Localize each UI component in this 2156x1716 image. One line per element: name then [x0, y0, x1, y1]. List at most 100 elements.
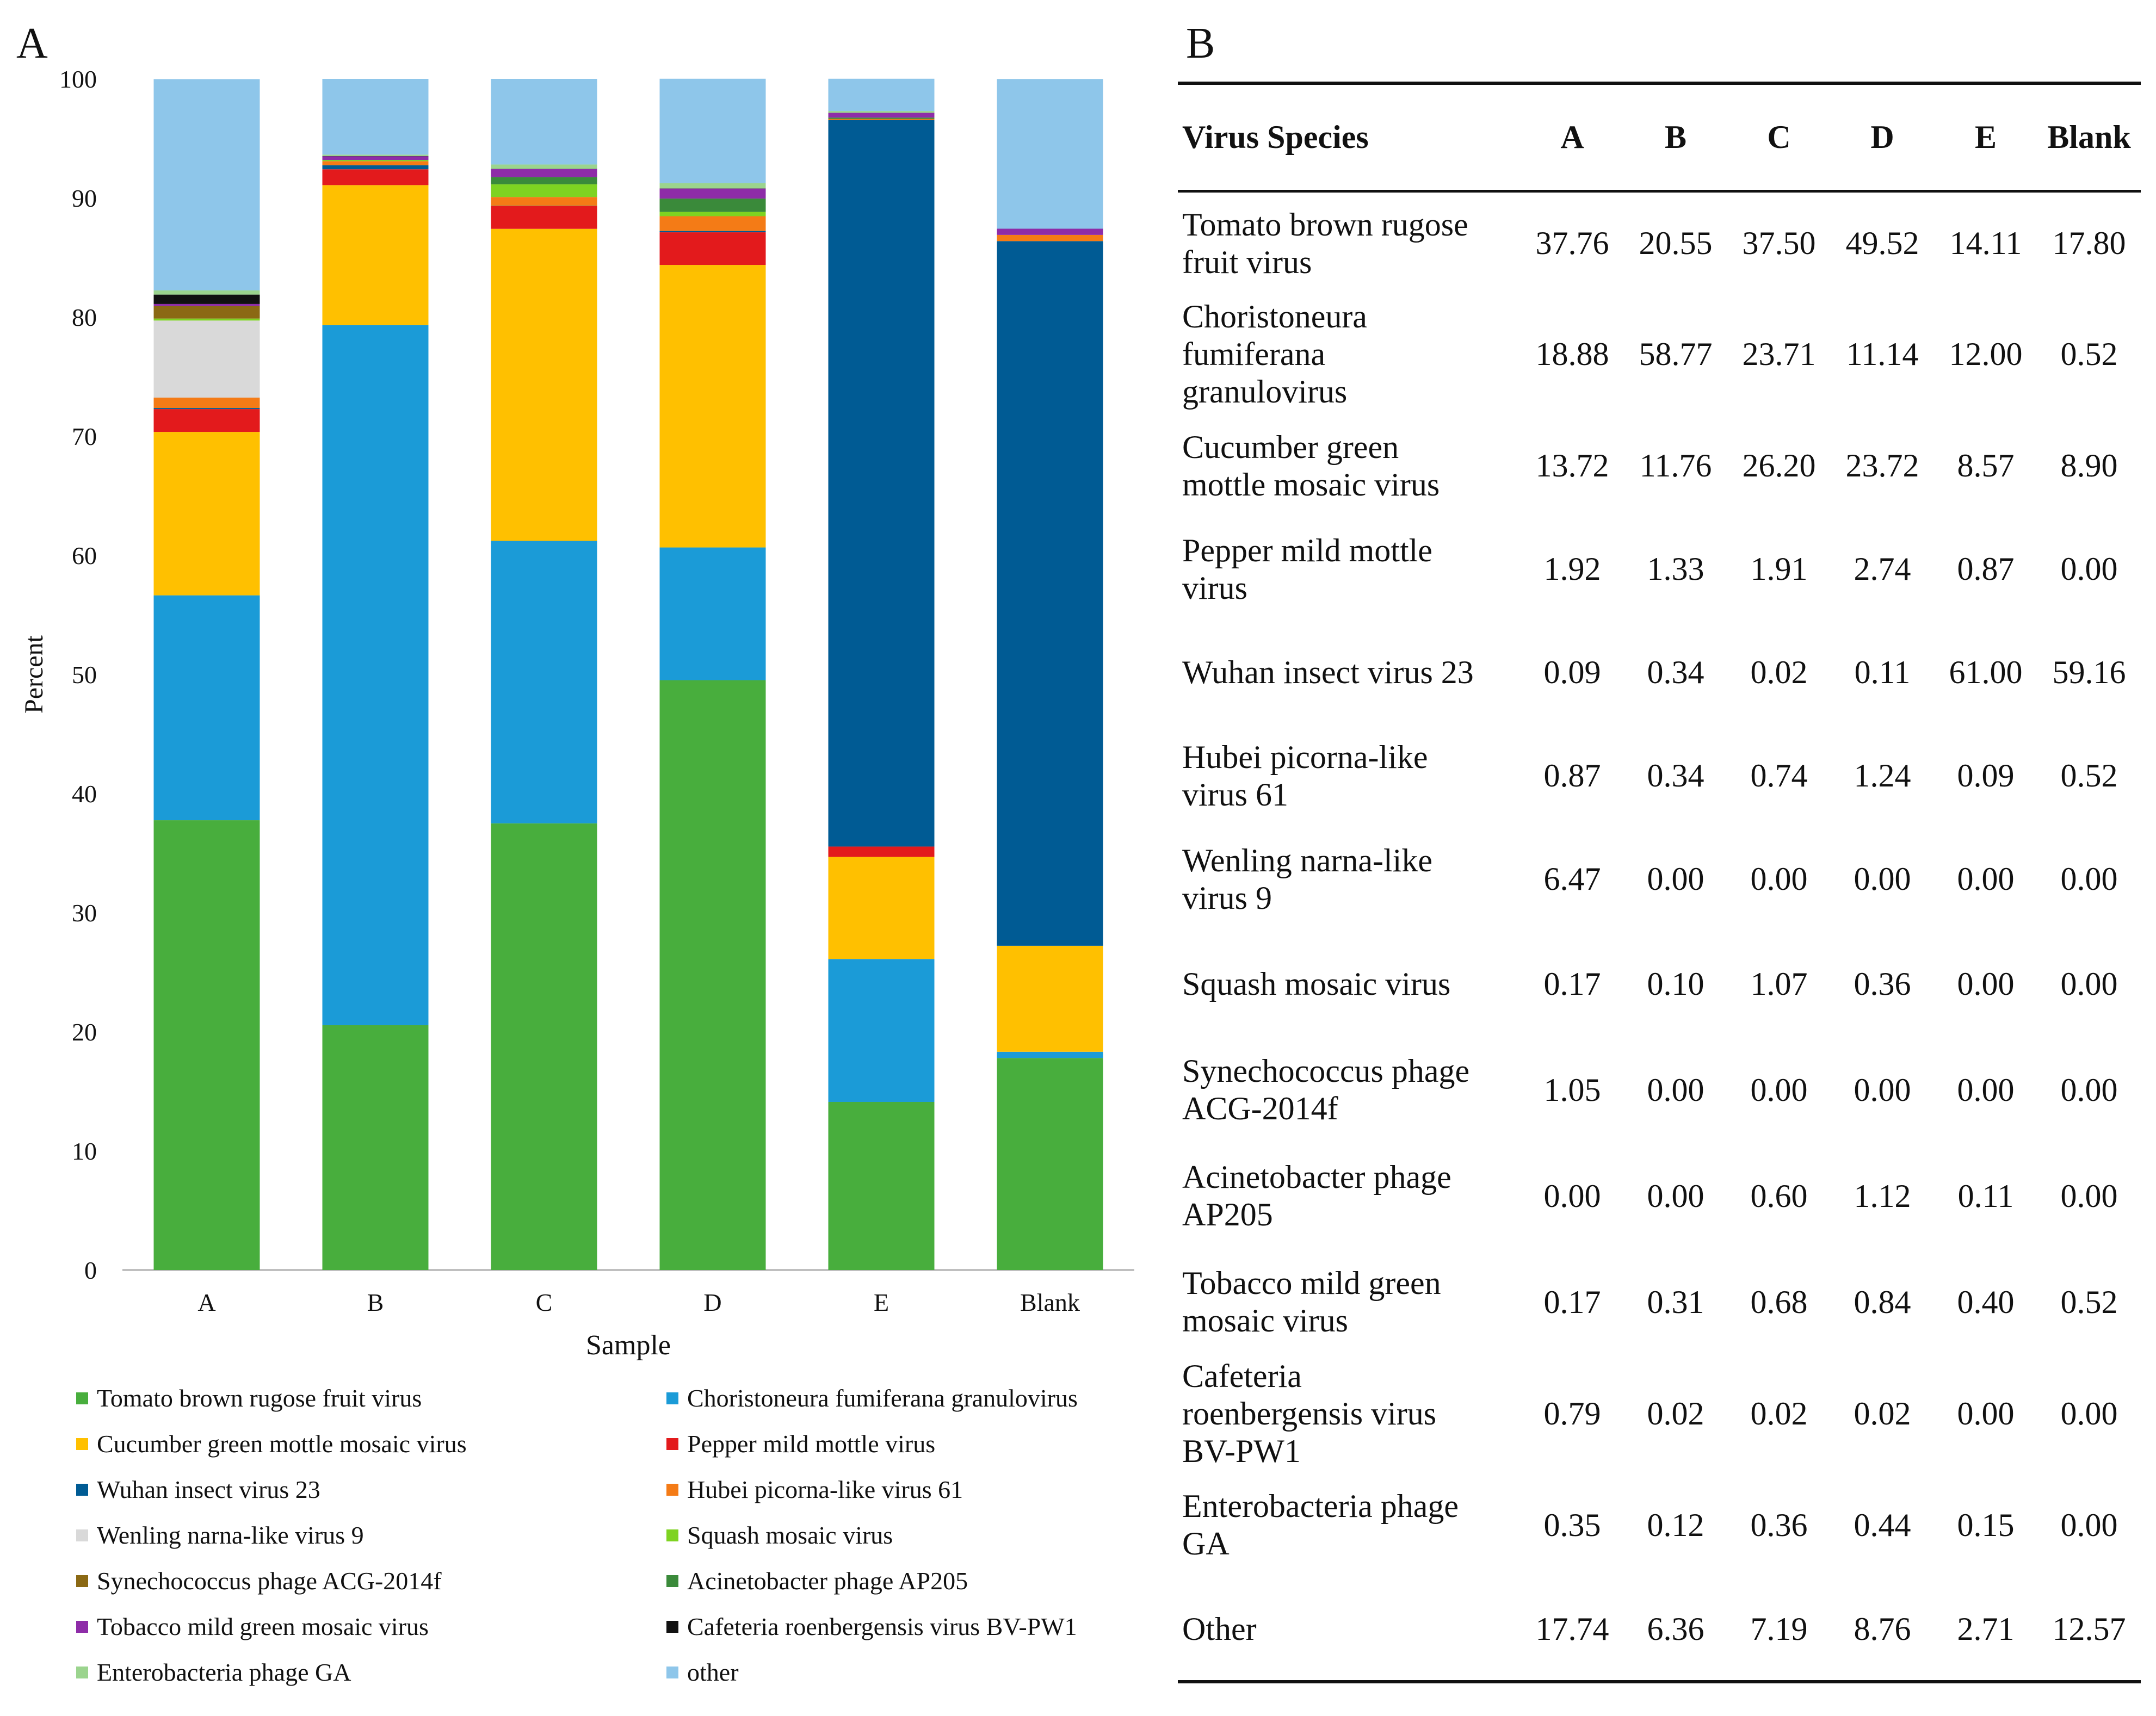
- table-row: Hubei picorna-like virus 61 0.87 0.34 0.74 1…: [1178, 724, 2141, 828]
- table-cell-species: Other: [1182, 1610, 1257, 1647]
- y-tick-label: 80: [72, 303, 97, 331]
- bar-segment: [153, 409, 260, 432]
- table-cell-value: 0.00: [2060, 861, 2118, 897]
- table-cell-value: 0.00: [1543, 1178, 1601, 1214]
- y-axis-label: Percent: [20, 635, 48, 714]
- table-header-sample: E: [1934, 83, 2037, 193]
- y-tick-label: 50: [72, 661, 97, 689]
- table-cell-value: 0.00: [1854, 861, 1911, 897]
- table-cell-value: 0.36: [1854, 965, 1911, 1002]
- table-cell-species: Cucumber green mottle mosaic virus: [1182, 429, 1440, 503]
- bar-segment: [153, 820, 260, 1270]
- y-tick-label: 30: [72, 899, 97, 927]
- y-tick-label: 0: [84, 1256, 97, 1284]
- bar-segment: [322, 185, 429, 325]
- table-cell-value: 1.92: [1543, 551, 1601, 587]
- table-cell-value: 0.17: [1543, 965, 1601, 1002]
- table-cell-value: 8.76: [1854, 1610, 1911, 1647]
- bar-segment: [828, 857, 935, 959]
- bar-segment: [491, 206, 597, 229]
- bar-segment: [322, 156, 429, 160]
- table-cell-value: 61.00: [1949, 654, 2023, 690]
- bar-segment: [491, 79, 597, 165]
- table-row: Wenling narna-like virus 9 6.47 0.00 0.00 0.…: [1178, 828, 2141, 931]
- bar-segment: [828, 846, 935, 857]
- table-cell-value: 23.71: [1742, 336, 1816, 372]
- table-cell-value: 0.00: [2060, 551, 2118, 587]
- bar-segment: [153, 595, 260, 821]
- panel-a-label: A: [16, 20, 48, 67]
- bar-segment: [153, 306, 260, 319]
- bar-segment: [153, 320, 260, 398]
- bar-segment: [828, 959, 935, 1102]
- table-cell-species: Wenling narna-like virus 9: [1182, 842, 1432, 916]
- legend-swatch: [666, 1438, 678, 1450]
- bar-segment: [153, 408, 260, 410]
- bar-segment: [659, 199, 766, 212]
- table-cell-value: 2.74: [1854, 551, 1911, 587]
- legend-label: Cucumber green mottle mosaic virus: [97, 1430, 467, 1458]
- legend-swatch: [666, 1621, 678, 1633]
- legend-label: other: [687, 1658, 739, 1686]
- table-cell-value: 14.11: [1949, 225, 2022, 262]
- table-cell-value: 0.84: [1854, 1284, 1911, 1320]
- table-cell-value: 26.20: [1742, 448, 1816, 484]
- bar-segment: [659, 188, 766, 199]
- table-cell-value: 1.91: [1750, 551, 1808, 587]
- table-cell-value: 58.77: [1639, 336, 1713, 372]
- legend-label: Cafeteria roenbergensis virus BV-PW1: [687, 1613, 1077, 1640]
- table-cell-value: 1.12: [1854, 1178, 1911, 1214]
- table-cell-species: Synechococcus phage ACG-2014f: [1182, 1053, 1470, 1126]
- x-axis-label: Sample: [586, 1330, 671, 1361]
- table-row: Tomato brown rugose fruit virus 37.76 20.5…: [1178, 191, 2141, 295]
- bar-segment: [997, 234, 1103, 241]
- table-row: Squash mosaic virus 0.17 0.10 1.07 0.36 0.00 0…: [1178, 931, 2141, 1037]
- table-cell-value: 0.00: [1647, 1071, 1704, 1108]
- table-cell-value: 0.36: [1750, 1507, 1808, 1543]
- table-cell-value: 0.52: [2060, 758, 2118, 794]
- table-cell-value: 8.90: [2060, 448, 2118, 484]
- bar-segment: [828, 119, 935, 120]
- bar-segment: [828, 117, 935, 119]
- legend-label: Tobacco mild green mosaic virus: [97, 1613, 429, 1640]
- table-row: Tobacco mild green mosaic virus 0.17 0.31 0…: [1178, 1249, 2141, 1355]
- bar-segment: [322, 1025, 429, 1270]
- table-cell-value: 0.40: [1957, 1284, 2015, 1320]
- x-tick-label: A: [197, 1288, 215, 1316]
- bar-segment: [659, 216, 766, 231]
- bar-segment: [659, 680, 766, 1270]
- legend-label: Tomato brown rugose fruit virus: [97, 1384, 422, 1412]
- bar-segment: [828, 1101, 935, 1270]
- table-cell-value: 0.15: [1957, 1507, 2015, 1543]
- table-cell-value: 0.35: [1543, 1507, 1601, 1543]
- table-cell-species: Acinetobacter phage AP205: [1182, 1159, 1451, 1232]
- bar-segment: [997, 945, 1103, 1052]
- table-row: Cafeteria roenbergensis virus BV-PW1 0.79…: [1178, 1355, 2141, 1472]
- table-row: Other 17.74 6.36 7.19 8.76 2.71 12.57: [1178, 1578, 2141, 1682]
- legend-swatch: [666, 1392, 678, 1404]
- table-cell-value: 0.00: [1957, 861, 2015, 897]
- legend-label: Hubei picorna-like virus 61: [687, 1476, 963, 1503]
- bar-segment: [659, 78, 766, 183]
- legend-swatch: [76, 1392, 88, 1404]
- table-cell-value: 0.00: [1854, 1071, 1911, 1108]
- table-header-sample: B: [1624, 83, 1727, 193]
- table-cell-species: Tomato brown rugose fruit virus: [1182, 206, 1468, 280]
- legend-swatch: [76, 1575, 88, 1587]
- x-tick-label: E: [874, 1288, 889, 1316]
- bar-segment: [322, 165, 429, 170]
- bar-segment: [491, 164, 597, 169]
- table-cell-value: 1.33: [1647, 551, 1704, 587]
- bar-segment: [659, 231, 766, 233]
- table-cell-value: 0.44: [1854, 1507, 1911, 1543]
- chart-legend: Tomato brown rugose fruit virus Choriston…: [76, 1384, 1078, 1686]
- table-cell-value: 0.34: [1647, 758, 1704, 794]
- legend-swatch: [76, 1438, 88, 1450]
- legend-swatch: [666, 1529, 678, 1541]
- table-row: Pepper mild mottle virus 1.92 1.33 1.91 2.74…: [1178, 518, 2141, 621]
- bar-segment: [997, 241, 1103, 946]
- table-cell-value: 0.34: [1647, 654, 1704, 690]
- legend-swatch: [76, 1484, 88, 1496]
- table-cell-species: Enterobacteria phage GA: [1182, 1488, 1459, 1562]
- table-row: Synechococcus phage ACG-2014f 1.05 0.00 0.0…: [1178, 1037, 2141, 1143]
